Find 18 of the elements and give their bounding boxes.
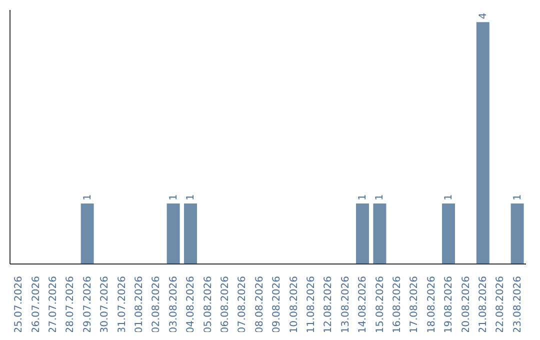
x-tick-label: 16.08.2026 [392, 276, 404, 334]
x-tick-label: 18.08.2026 [426, 276, 438, 334]
data-label: 1 [82, 194, 94, 201]
data-label: 1 [358, 194, 369, 201]
x-tick-label: 10.08.2026 [288, 276, 300, 334]
x-tick-label: 13.08.2026 [340, 276, 352, 334]
x-tick-label: 12.08.2026 [323, 276, 334, 334]
x-tick-label: 11.08.2026 [306, 276, 318, 334]
data-label: 1 [444, 194, 454, 201]
data-label: 1 [168, 194, 180, 201]
x-tick-label: 14.08.2026 [358, 276, 369, 334]
data-label: 1 [374, 194, 386, 201]
x-tick-label: 15.08.2026 [374, 276, 386, 334]
data-label: 4 [478, 12, 489, 20]
data-label: 1 [512, 194, 524, 201]
data-label: 1 [186, 194, 197, 201]
x-tick-label: 17.08.2026 [409, 276, 420, 334]
x-tick-label: 19.08.2026 [444, 276, 455, 334]
